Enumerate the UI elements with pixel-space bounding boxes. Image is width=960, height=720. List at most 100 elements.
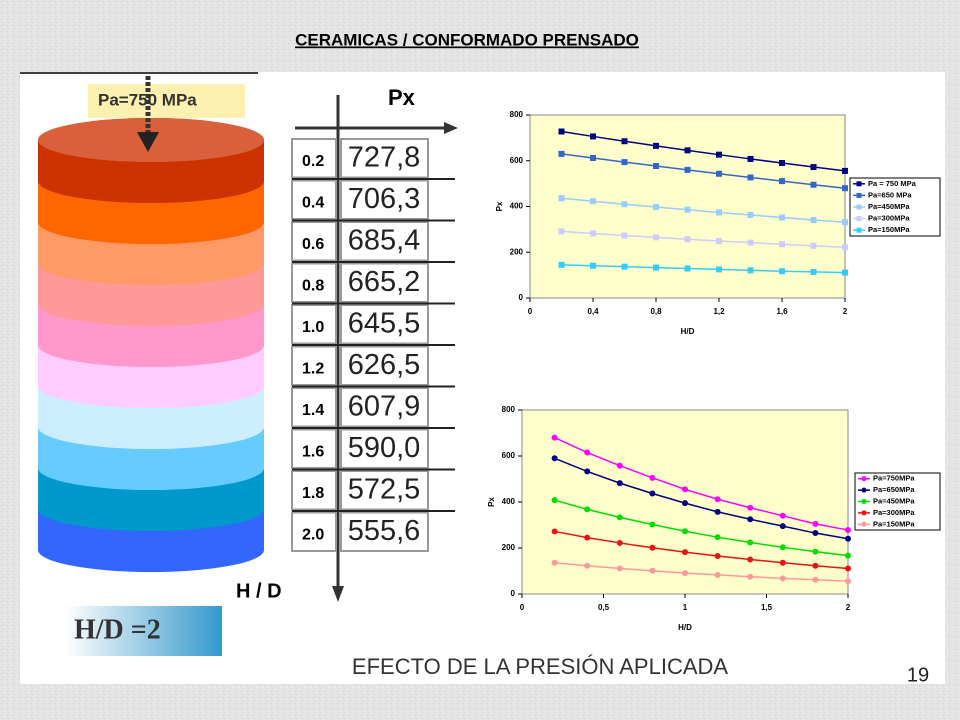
data-point	[682, 486, 688, 493]
data-point	[845, 527, 851, 534]
data-point	[716, 238, 722, 245]
x-tick-label: 0	[520, 603, 525, 612]
data-point	[747, 174, 754, 181]
data-point	[616, 480, 623, 487]
px-value: 727,8	[348, 141, 421, 173]
hd-value: 1.4	[302, 402, 324, 419]
table-cell	[291, 304, 337, 345]
data-point	[845, 565, 851, 572]
data-point	[810, 181, 817, 188]
table-cell	[340, 345, 429, 386]
data-point	[747, 539, 754, 546]
hd-value: 0.4	[302, 194, 324, 211]
data-point	[779, 512, 786, 519]
legend-label: Pa = 750 MPa	[868, 179, 917, 188]
data-point	[812, 530, 819, 537]
data-point	[649, 474, 656, 481]
data-point	[616, 514, 623, 521]
px-value: 590,0	[348, 432, 421, 464]
press-arrowhead	[137, 132, 159, 152]
data-point	[584, 562, 591, 569]
data-point	[779, 178, 785, 185]
hd-label: H / D	[236, 580, 282, 602]
data-point	[590, 230, 596, 237]
caption: EFECTO DE LA PRESIÓN APLICADA	[352, 654, 728, 679]
data-point	[779, 268, 785, 275]
table-cell	[340, 304, 429, 345]
data-point	[714, 534, 721, 541]
px-value: 685,4	[348, 224, 421, 256]
table-cell	[291, 470, 337, 511]
legend-label: Pa=450MPa	[873, 496, 915, 505]
legend-swatch	[856, 181, 862, 187]
table-cell	[340, 179, 429, 220]
y-axis-label: Px	[487, 497, 496, 507]
table-cell	[291, 345, 337, 386]
series-line	[554, 499, 849, 557]
data-point	[590, 133, 596, 140]
data-point	[812, 576, 819, 583]
legend-label: Pa=300MPa	[868, 214, 910, 223]
hd-value: 0.6	[302, 236, 324, 253]
data-point	[621, 159, 628, 166]
data-point	[649, 567, 656, 574]
data-point	[747, 239, 754, 246]
data-point	[584, 449, 591, 456]
data-point	[684, 265, 691, 272]
table-cell	[291, 428, 337, 469]
data-point	[558, 128, 565, 135]
pressure-label: Pa=750 MPa	[98, 90, 197, 109]
y-tick-label: 200	[510, 247, 524, 256]
series-line	[561, 197, 846, 224]
data-point	[653, 163, 659, 170]
data-point	[747, 556, 754, 563]
px-value: 665,2	[348, 266, 421, 298]
y-tick-label: 400	[502, 497, 516, 506]
plot-area	[529, 114, 846, 299]
x-tick-label: 0,5	[598, 603, 610, 612]
px-arrowhead	[444, 122, 458, 134]
data-point	[551, 455, 558, 462]
data-point	[616, 462, 623, 469]
y-tick-label: 0	[511, 589, 516, 598]
hd-value: 0.2	[302, 153, 324, 170]
px-label: Px	[388, 85, 416, 110]
table-cell	[340, 138, 429, 179]
data-point	[810, 268, 817, 275]
x-tick-label: 1,6	[776, 307, 788, 316]
hd-value: 1.0	[302, 319, 324, 336]
y-tick-label: 800	[510, 110, 524, 119]
x-tick-label: 1,5	[761, 603, 773, 612]
data-point	[584, 506, 591, 513]
page-number: 19	[907, 664, 929, 686]
data-point	[551, 434, 558, 441]
cylinder	[38, 118, 264, 572]
data-point	[684, 166, 691, 173]
data-point	[842, 185, 848, 192]
data-point	[684, 206, 691, 213]
data-point	[653, 234, 659, 241]
data-point	[812, 520, 819, 527]
x-tick-label: 2	[843, 307, 848, 316]
legend-swatch	[861, 487, 867, 493]
data-point	[810, 164, 817, 171]
px-value: 572,5	[348, 473, 421, 505]
data-point	[747, 573, 754, 580]
data-point	[842, 244, 848, 251]
data-point	[616, 565, 623, 572]
data-point	[584, 534, 591, 541]
data-point	[779, 559, 786, 566]
x-tick-label: 2	[846, 603, 851, 612]
data-point	[779, 160, 785, 167]
table-cell	[291, 138, 337, 179]
y-axis-label: Px	[495, 201, 504, 211]
data-point	[842, 167, 848, 174]
table-cell	[340, 262, 429, 303]
hd-value: 1.8	[302, 485, 324, 502]
px-value: 626,5	[348, 349, 421, 381]
series-line	[554, 530, 849, 570]
data-point	[682, 528, 688, 535]
legend-swatch	[861, 476, 867, 482]
data-point	[621, 201, 628, 208]
table-cell	[291, 221, 337, 262]
